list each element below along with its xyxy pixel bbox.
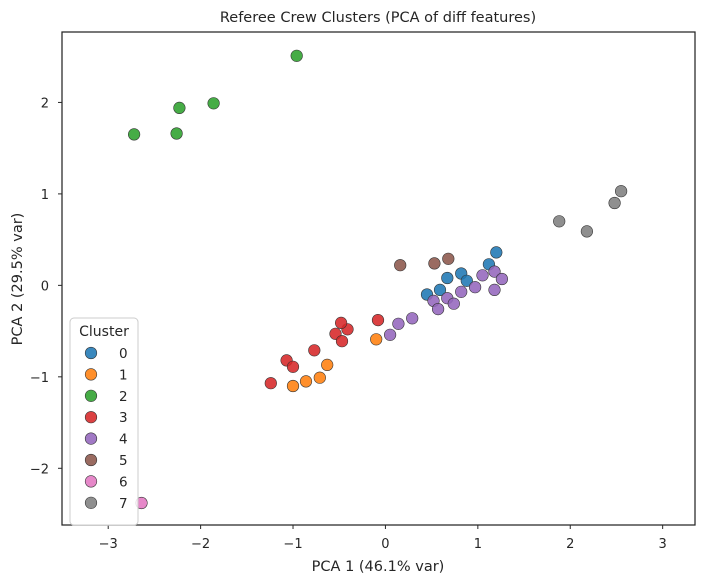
point-cluster-0-5 [433, 283, 447, 297]
point-cluster-2-0 [290, 49, 303, 62]
point-cluster-2-1 [207, 97, 220, 110]
legend-marker-cluster-7 [84, 496, 98, 509]
series-cluster-7 [553, 185, 628, 238]
legend-marker-cluster-0 [84, 346, 98, 360]
y-tick-label: 1 [41, 188, 49, 203]
point-cluster-4-12 [384, 328, 397, 341]
y-axis-label: PCA 2 (29.5% var) [10, 213, 26, 346]
point-cluster-3-7 [286, 360, 300, 373]
legend-marker-cluster-1 [84, 368, 98, 381]
y-tick-label: −1 [30, 371, 49, 386]
plot-frame [61, 31, 696, 526]
legend-marker-cluster-3 [84, 411, 98, 424]
point-cluster-4-2 [495, 272, 509, 286]
point-cluster-4-8 [447, 297, 460, 310]
legend-title: Cluster [79, 324, 129, 340]
plot-area [61, 31, 696, 526]
legend-label-cluster-7: 7 [119, 496, 128, 512]
point-cluster-7-0 [614, 185, 628, 198]
point-cluster-0-4 [460, 274, 473, 287]
x-tick-label: 2 [566, 537, 574, 552]
point-cluster-4-1 [476, 269, 489, 282]
point-cluster-4-4 [488, 283, 501, 297]
point-cluster-4-11 [392, 317, 405, 330]
point-cluster-1-2 [313, 371, 326, 384]
x-axis: −3 −2 −1 0 1 2 3 [99, 525, 667, 552]
point-cluster-7-1 [608, 196, 621, 210]
x-tick-label: −1 [283, 537, 302, 552]
x-axis-label: PCA 1 (46.1% var) [312, 559, 445, 575]
series-cluster-2 [128, 49, 303, 141]
series-cluster-1 [286, 333, 383, 393]
point-cluster-2-2 [173, 101, 186, 114]
point-cluster-5-1 [428, 257, 441, 270]
point-cluster-3-1 [335, 316, 348, 330]
point-cluster-3-8 [264, 377, 277, 390]
point-cluster-4-5 [455, 285, 468, 298]
y-tick-label: 2 [41, 96, 49, 111]
y-axis: −2 −1 0 1 2 [30, 96, 62, 477]
legend-label-cluster-5: 5 [119, 453, 128, 469]
x-tick-label: −3 [99, 537, 118, 552]
legend-marker-cluster-4 [84, 432, 98, 445]
point-cluster-4-0 [488, 265, 501, 278]
point-cluster-1-3 [299, 375, 313, 388]
point-cluster-3-5 [308, 344, 321, 357]
point-cluster-7-2 [553, 215, 566, 228]
point-cluster-4-10 [406, 312, 419, 325]
legend-label-cluster-1: 1 [119, 367, 128, 383]
series-cluster-5 [394, 252, 455, 272]
x-tick-label: 0 [381, 537, 389, 552]
point-cluster-7-3 [580, 225, 594, 238]
point-cluster-1-4 [286, 379, 300, 393]
point-cluster-0-0 [490, 246, 503, 259]
legend-label-cluster-3: 3 [119, 410, 128, 426]
point-cluster-3-2 [371, 314, 385, 327]
legend-label-cluster-6: 6 [119, 474, 128, 490]
legend-box [69, 317, 139, 526]
x-tick-label: 3 [659, 537, 667, 552]
legend-label-cluster-2: 2 [119, 389, 128, 405]
legend-marker-cluster-6 [84, 475, 98, 488]
y-tick-label: −2 [30, 462, 49, 477]
point-cluster-0-3 [441, 271, 454, 285]
point-cluster-2-4 [128, 128, 141, 141]
x-tick-label: 1 [474, 537, 482, 552]
chart-title: Referee Crew Clusters (PCA of diff featu… [220, 10, 536, 26]
point-cluster-5-2 [394, 259, 407, 272]
y-tick-label: 0 [41, 279, 49, 294]
point-cluster-1-1 [321, 358, 334, 372]
legend: Cluster 0 1 2 3 4 5 6 7 [69, 317, 139, 526]
x-tick-label: −2 [191, 537, 210, 552]
point-cluster-4-9 [432, 303, 445, 316]
legend-label-cluster-0: 0 [119, 346, 128, 362]
legend-marker-cluster-5 [84, 453, 98, 467]
point-cluster-5-0 [442, 252, 455, 265]
legend-marker-cluster-2 [84, 389, 98, 402]
legend-label-cluster-4: 4 [119, 432, 128, 448]
point-cluster-2-3 [170, 127, 183, 140]
point-cluster-1-0 [370, 333, 383, 346]
series-cluster-3 [264, 314, 385, 390]
series-cluster-4 [384, 265, 509, 341]
point-cluster-4-3 [469, 281, 482, 294]
point-cluster-3-4 [335, 335, 349, 348]
